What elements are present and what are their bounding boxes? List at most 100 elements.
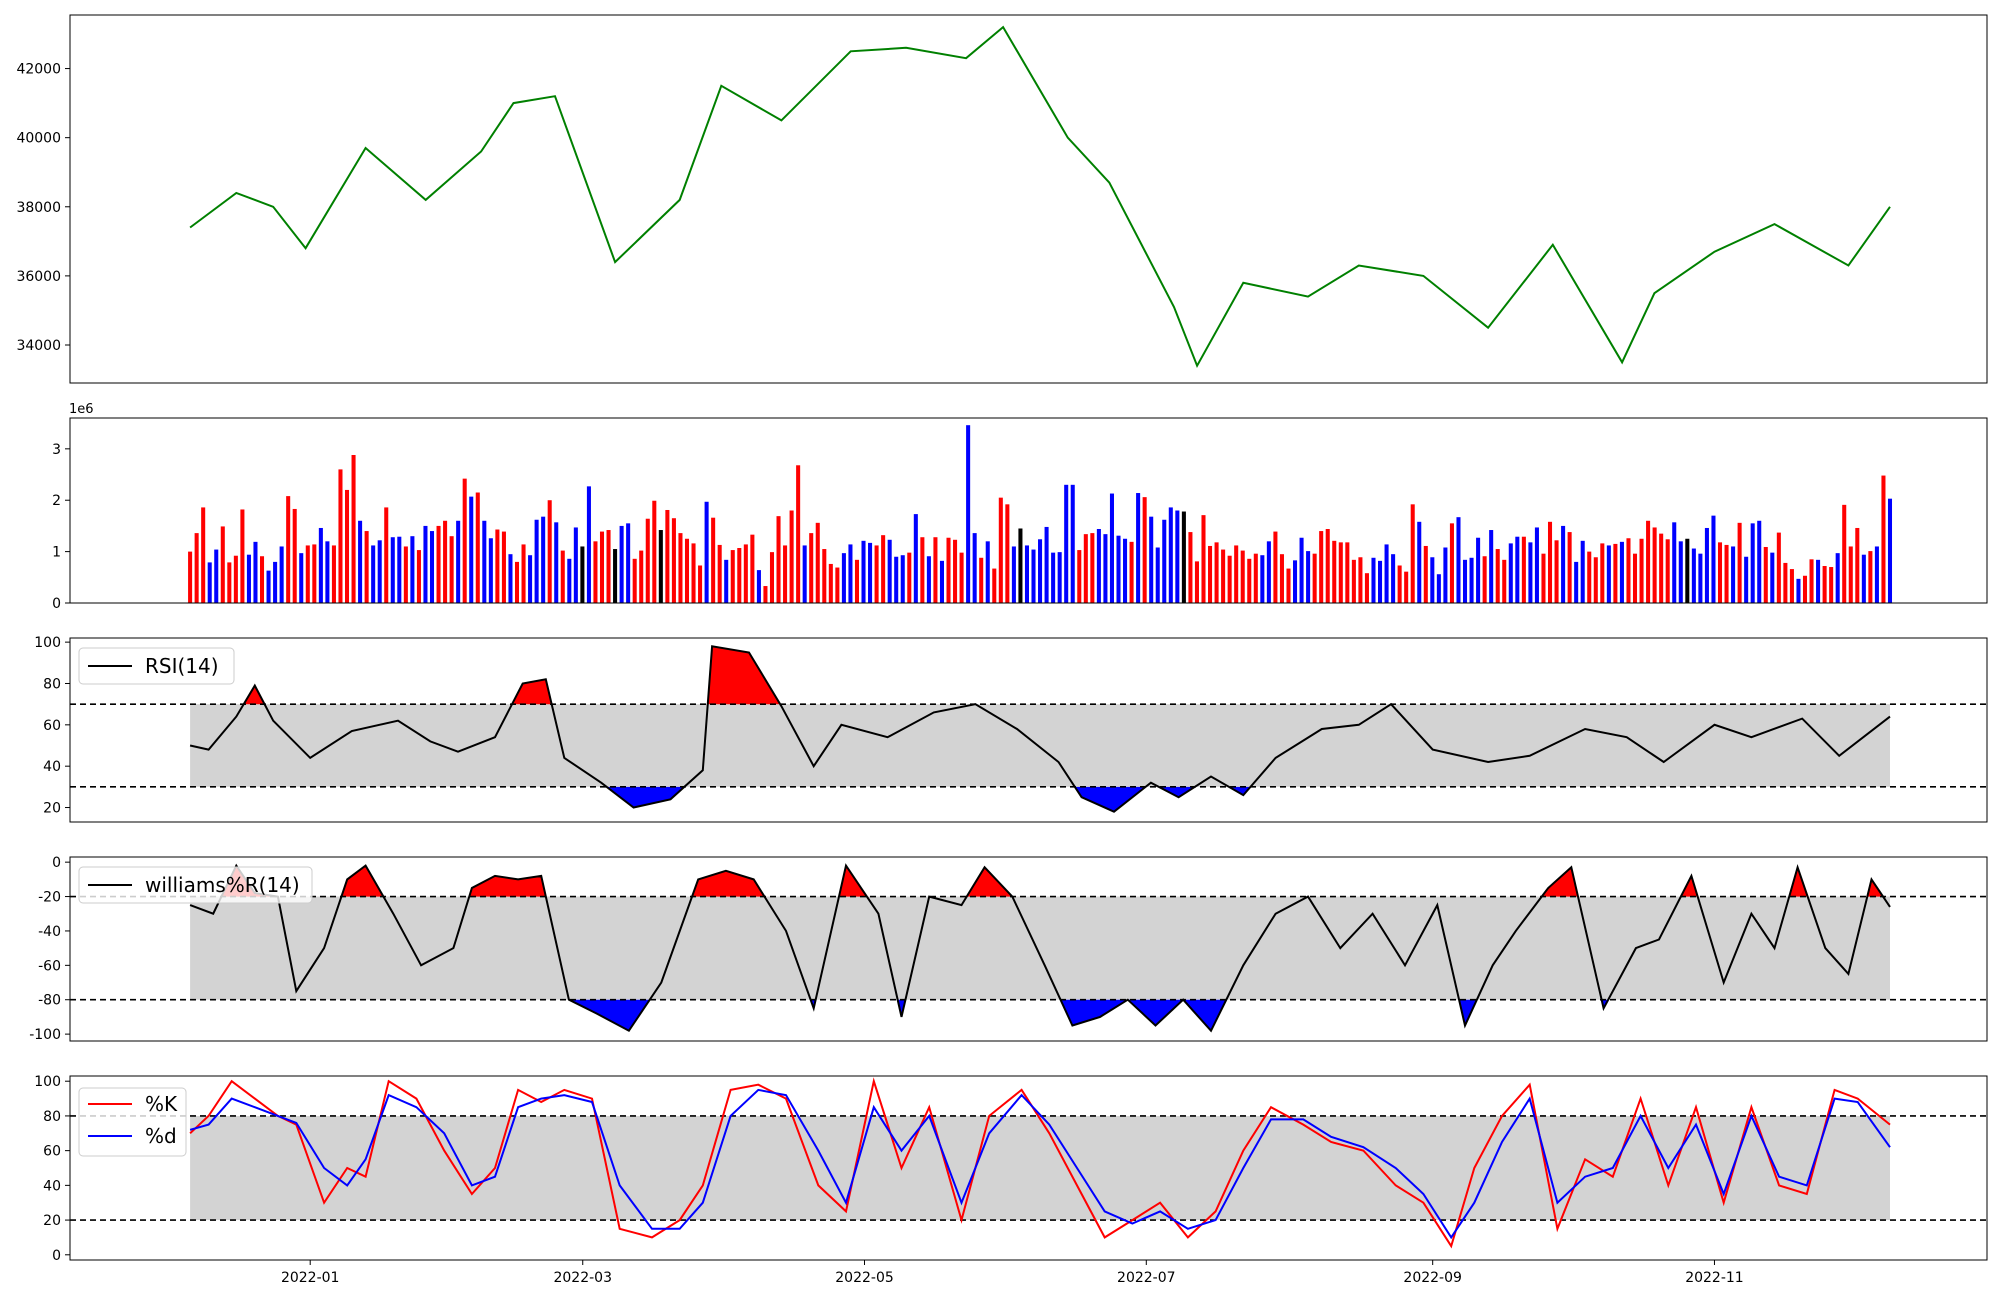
volume-bar bbox=[1358, 557, 1363, 603]
volume-bar bbox=[730, 550, 735, 603]
volume-bar bbox=[371, 545, 376, 603]
volume-bar bbox=[1129, 541, 1134, 603]
volume-bar bbox=[521, 544, 526, 603]
volume-bar bbox=[1273, 531, 1278, 603]
volume-bar bbox=[1031, 549, 1036, 603]
volume-bar bbox=[743, 544, 748, 603]
volume-bar bbox=[1593, 557, 1598, 603]
volume-bar bbox=[1574, 561, 1579, 603]
volume-bar bbox=[1070, 484, 1075, 603]
volume-bar bbox=[1816, 559, 1821, 603]
volume-bar bbox=[488, 538, 493, 603]
volume-bar bbox=[835, 567, 840, 603]
rsi-ytick-label: 100 bbox=[34, 635, 61, 651]
volume-bar bbox=[828, 563, 833, 603]
volume-bar bbox=[1809, 559, 1814, 603]
volume-bar bbox=[1293, 560, 1298, 603]
volume-bar bbox=[358, 520, 363, 603]
volume-bar bbox=[972, 533, 977, 603]
volume-bar bbox=[652, 500, 657, 603]
volume-bar bbox=[253, 541, 258, 603]
volume-bar bbox=[469, 496, 474, 604]
volume-bar bbox=[1646, 520, 1651, 603]
volume-bar bbox=[1874, 546, 1879, 603]
volume-bar bbox=[1299, 537, 1304, 603]
volume-bar bbox=[1404, 571, 1409, 603]
volume-bar bbox=[325, 541, 330, 603]
stochastic-panel: 0 20 40 60 80 100 bbox=[34, 1074, 1988, 1264]
volume-bar bbox=[456, 520, 461, 603]
volume-bar bbox=[756, 570, 761, 603]
volume-bar bbox=[1221, 549, 1226, 603]
volume-bar bbox=[1672, 522, 1677, 603]
volume-bar bbox=[1547, 521, 1553, 603]
volume-bar bbox=[1423, 545, 1428, 603]
volume-bar bbox=[299, 553, 304, 603]
volume-bar bbox=[684, 538, 690, 603]
volume-bar bbox=[423, 525, 428, 603]
volume-bar bbox=[1436, 574, 1441, 603]
volume-bar bbox=[1018, 528, 1023, 603]
volume-bar bbox=[1208, 545, 1213, 603]
stochastic-k-line bbox=[189, 1077, 1891, 1249]
volume-bar bbox=[737, 548, 742, 603]
williams-overbought-fill bbox=[1789, 867, 1808, 897]
volume-bar bbox=[1580, 540, 1585, 603]
volume-bar bbox=[1678, 541, 1683, 603]
volume-ytick-label: 2 bbox=[52, 493, 61, 509]
rsi-overbought-fill bbox=[707, 646, 781, 705]
volume-bar bbox=[966, 425, 971, 603]
volume-bar bbox=[822, 549, 827, 603]
stochastic-legend: %K %d bbox=[78, 1087, 187, 1157]
volume-bar bbox=[769, 552, 775, 604]
volume-bar bbox=[979, 557, 984, 603]
volume-bar bbox=[953, 539, 958, 603]
volume-bar bbox=[1822, 566, 1827, 603]
volume-bar bbox=[1142, 497, 1147, 603]
volume-bar bbox=[985, 541, 990, 603]
williams-overbought-fill bbox=[469, 875, 546, 897]
stochastic-neutral-band bbox=[190, 1115, 1890, 1221]
rsi-legend: RSI(14) bbox=[78, 647, 235, 685]
volume-bar bbox=[939, 560, 944, 603]
williams-neutral-band bbox=[190, 896, 1890, 1000]
volume-bar bbox=[848, 544, 853, 603]
volume-bar bbox=[318, 527, 323, 603]
date-x-axis: 2022-01 2022-03 2022-05 2022-07 2022-09 2022-… bbox=[281, 1260, 1744, 1286]
volume-bar bbox=[436, 525, 441, 603]
volume-bar bbox=[1528, 542, 1533, 603]
volume-bar bbox=[1835, 553, 1840, 603]
price-ytick-label: 42000 bbox=[16, 62, 61, 78]
volume-bar bbox=[959, 552, 964, 603]
volume-bar bbox=[691, 543, 696, 603]
volume-bar bbox=[410, 536, 415, 603]
volume-bar bbox=[783, 545, 788, 603]
volume-bar bbox=[1731, 546, 1736, 603]
volume-bar bbox=[593, 541, 598, 603]
williams-ytick-label: -20 bbox=[38, 890, 61, 906]
volume-bar bbox=[443, 520, 448, 603]
volume-bar bbox=[724, 559, 729, 603]
volume-bar bbox=[1829, 567, 1834, 603]
volume-bar bbox=[1665, 539, 1670, 603]
rsi-ytick-label: 60 bbox=[43, 718, 61, 734]
stochastic-ytick-label: 20 bbox=[43, 1213, 61, 1229]
volume-bar bbox=[227, 562, 232, 603]
volume-bar bbox=[1103, 534, 1108, 603]
volume-bar bbox=[305, 545, 310, 603]
volume-bar bbox=[887, 539, 892, 603]
volume-bar bbox=[233, 555, 238, 603]
rsi-ytick-label: 40 bbox=[43, 759, 61, 775]
volume-bar bbox=[495, 529, 500, 603]
volume-bar bbox=[1430, 557, 1435, 603]
volume-bar bbox=[698, 565, 703, 603]
volume-bar bbox=[364, 531, 369, 603]
volume-bar bbox=[1639, 538, 1644, 603]
rsi-oversold-fill bbox=[606, 786, 685, 808]
stochastic-legend-d-label: %d bbox=[145, 1124, 177, 1148]
volume-bar bbox=[1175, 510, 1180, 603]
volume-bar bbox=[1240, 550, 1245, 603]
volume-bar bbox=[1181, 511, 1186, 603]
volume-bar bbox=[1083, 534, 1088, 603]
volume-bar bbox=[1737, 522, 1742, 603]
